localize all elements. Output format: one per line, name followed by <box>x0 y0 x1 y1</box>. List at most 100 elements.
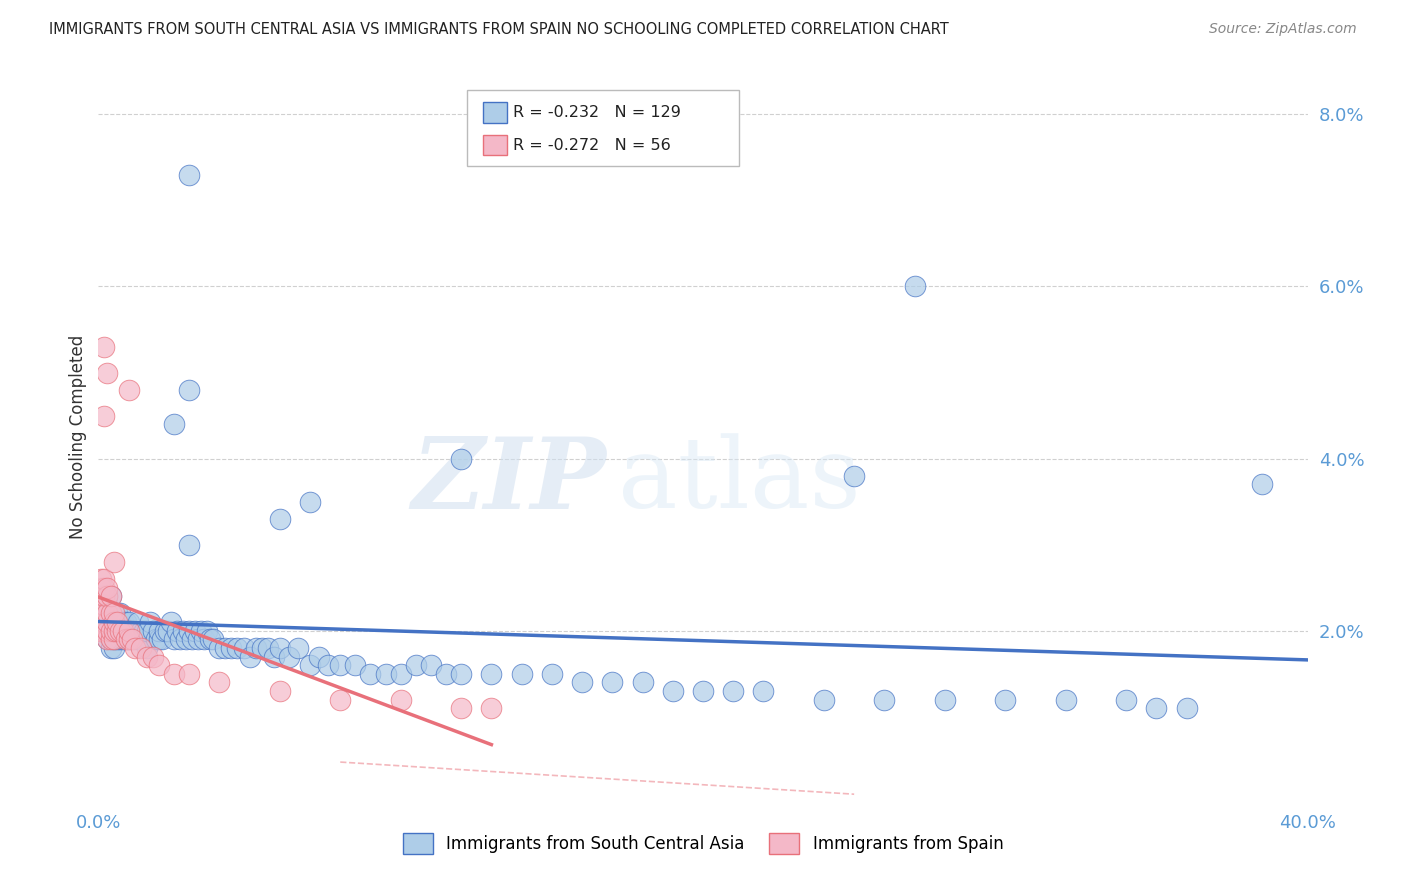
Point <box>256 640 278 655</box>
Point <box>103 632 125 647</box>
Point <box>148 632 170 647</box>
Point <box>90 598 112 612</box>
Point <box>103 624 125 638</box>
Text: IMMIGRANTS FROM SOUTH CENTRAL ASIA VS IMMIGRANTS FROM SPAIN NO SCHOOLING COMPLET: IMMIGRANTS FROM SOUTH CENTRAL ASIA VS IM… <box>49 22 949 37</box>
Point <box>540 666 562 681</box>
Point <box>127 632 149 647</box>
Point <box>93 624 115 638</box>
Point <box>90 624 112 638</box>
Point <box>752 684 775 698</box>
Point <box>103 640 125 655</box>
Point <box>174 632 197 647</box>
Point <box>287 640 309 655</box>
Point <box>184 624 207 638</box>
Point <box>179 666 201 681</box>
Point <box>90 581 112 595</box>
Point <box>118 632 141 647</box>
Y-axis label: No Schooling Completed: No Schooling Completed <box>69 335 87 539</box>
Bar <box>482 102 508 122</box>
Point <box>132 632 155 647</box>
Point <box>153 624 176 638</box>
FancyBboxPatch shape <box>467 90 740 167</box>
Point <box>277 649 299 664</box>
Point <box>93 615 115 629</box>
Point <box>226 640 249 655</box>
Point <box>100 624 122 638</box>
Text: atlas: atlas <box>619 434 860 529</box>
Point <box>118 383 141 397</box>
Point <box>200 632 222 647</box>
Point <box>108 632 131 647</box>
Point <box>250 640 273 655</box>
Text: ZIP: ZIP <box>412 433 606 529</box>
Point <box>103 624 125 638</box>
Point <box>142 649 165 664</box>
Point <box>813 692 835 706</box>
Point <box>105 615 128 629</box>
Point <box>96 615 118 629</box>
Point <box>148 624 170 638</box>
Point <box>103 607 125 621</box>
Point <box>93 589 115 603</box>
Point <box>93 572 115 586</box>
Point <box>105 632 128 647</box>
Point <box>420 658 443 673</box>
Point <box>90 607 112 621</box>
Point <box>299 494 322 508</box>
Point <box>934 692 956 706</box>
Point <box>93 607 115 621</box>
Point <box>121 624 143 638</box>
Point <box>263 649 285 664</box>
Point <box>96 615 118 629</box>
Point <box>90 624 112 638</box>
Point <box>103 555 125 569</box>
Point <box>481 701 503 715</box>
Point <box>239 649 262 664</box>
Point <box>105 615 128 629</box>
Point <box>389 666 412 681</box>
Point <box>190 624 212 638</box>
Point <box>299 658 322 673</box>
Point <box>96 624 118 638</box>
Point <box>93 581 115 595</box>
Point <box>129 640 152 655</box>
Point <box>90 624 112 638</box>
Point <box>181 632 204 647</box>
Point <box>245 640 267 655</box>
Point <box>873 692 896 706</box>
Point <box>208 640 231 655</box>
Point <box>160 615 183 629</box>
Point <box>105 624 128 638</box>
Point <box>96 607 118 621</box>
Point <box>111 615 134 629</box>
Point <box>93 340 115 354</box>
Point <box>481 666 503 681</box>
Point <box>450 451 472 466</box>
Point <box>179 383 201 397</box>
Point <box>100 607 122 621</box>
Point <box>135 649 157 664</box>
Point <box>96 632 118 647</box>
Point <box>93 409 115 423</box>
Point <box>150 632 173 647</box>
Point <box>100 632 122 647</box>
Point <box>269 640 291 655</box>
Point <box>316 658 339 673</box>
Point <box>329 692 352 706</box>
Point <box>163 632 186 647</box>
Point <box>1115 692 1137 706</box>
Point <box>105 607 128 621</box>
Point <box>121 632 143 647</box>
Point <box>93 589 115 603</box>
Point <box>90 589 112 603</box>
Point <box>329 658 352 673</box>
Point <box>142 624 165 638</box>
Point <box>96 607 118 621</box>
Point <box>163 666 186 681</box>
Text: R = -0.272   N = 56: R = -0.272 N = 56 <box>513 137 671 153</box>
Point <box>100 640 122 655</box>
Point <box>90 615 112 629</box>
Point <box>100 589 122 603</box>
Point <box>269 512 291 526</box>
Point <box>90 624 112 638</box>
